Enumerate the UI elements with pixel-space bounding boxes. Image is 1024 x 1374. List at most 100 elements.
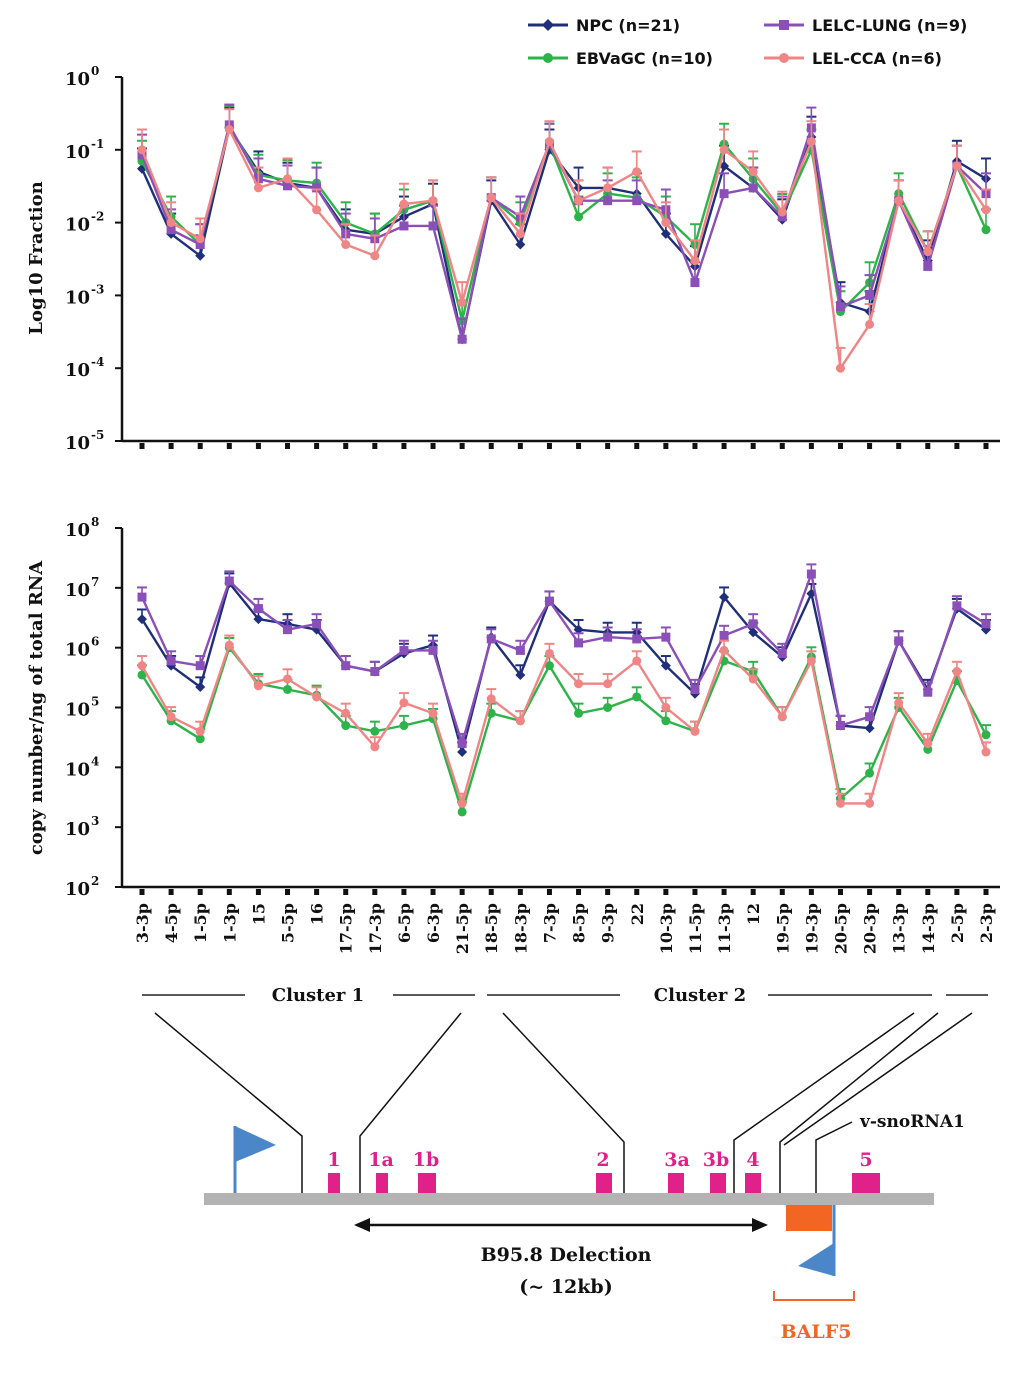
chart2-xtick-5 xyxy=(285,889,291,895)
legend-label-lelc-lung: LELC-LUNG (n=9) xyxy=(812,16,967,35)
chart1-xtick-18 xyxy=(663,443,669,449)
chart2-ytick-exp-2: 6 xyxy=(91,635,99,649)
chart1-point-npc-2 xyxy=(195,250,206,261)
chart2-point-ebvagc-2 xyxy=(195,734,205,744)
chart2-point-lel-cca-6 xyxy=(312,692,322,702)
chart1-xtick-9 xyxy=(401,443,407,449)
chart2-ytick-label-0: 10 xyxy=(65,520,90,541)
legend: NPC (n=21) EBVaGC (n=10) LELC-LUNG (n=9)… xyxy=(528,16,967,68)
chart2-point-lel-cca-7 xyxy=(341,708,351,718)
chart2-line-lelc-lung xyxy=(140,572,987,745)
chart1-point-lel-cca-8 xyxy=(370,251,380,261)
chart2-point-lel-cca-26 xyxy=(894,698,904,708)
chart1-point-lel-cca-11 xyxy=(457,297,467,307)
v-snorna1-label: v-snoRNA1 xyxy=(859,1112,965,1132)
chart1-point-lel-cca-7 xyxy=(341,240,351,250)
chart1-ytick-label-5: 10 xyxy=(65,433,90,454)
chart1-point-lel-cca-24 xyxy=(835,363,845,373)
chart2-point-lel-cca-17 xyxy=(632,656,642,666)
chart2-point-ebvagc-7 xyxy=(341,721,351,731)
chart2-point-lel-cca-18 xyxy=(661,703,671,712)
chart1-xtick-21 xyxy=(750,443,756,449)
category-label-25: 20-3p xyxy=(861,903,880,954)
chart2-point-ebvagc-8 xyxy=(370,726,380,736)
chart1-point-lelc-lung-19 xyxy=(690,278,700,288)
category-label-20: 11-3p xyxy=(715,903,734,954)
balf5-box xyxy=(786,1205,832,1231)
chart2-point-lelc-lung-9 xyxy=(399,645,409,655)
gene-label-1: 1 xyxy=(327,1149,340,1171)
chart1-point-lel-cca-3 xyxy=(224,125,234,135)
category-label-4: 15 xyxy=(249,903,268,925)
chart2-xtick-2 xyxy=(197,889,203,895)
category-label-14: 7-3p xyxy=(540,903,559,943)
gene-label-1b: 1b xyxy=(413,1149,440,1171)
chart2-ytick-exp-3: 5 xyxy=(91,695,99,709)
chart1-point-lelc-lung-2 xyxy=(195,240,205,250)
chart1-point-lelc-lung-22 xyxy=(777,212,787,222)
chart1-point-lel-cca-9 xyxy=(399,199,409,209)
chart2-point-lelc-lung-11 xyxy=(457,739,467,749)
chart2-xtick-20 xyxy=(721,889,727,895)
category-label-28: 2-5p xyxy=(948,903,967,943)
chart1-xtick-19 xyxy=(692,443,698,449)
chart2-point-lelc-lung-21 xyxy=(748,619,758,629)
chart2-ylabel: copy number/ng of total RNA xyxy=(26,560,47,855)
gene-labels: 1 1a 1b 2 3a 3b 4 5 xyxy=(327,1149,872,1171)
chart2-point-lelc-lung-26 xyxy=(894,636,904,646)
chart1-point-lel-cca-2 xyxy=(195,234,205,244)
chart2-xtick-14 xyxy=(546,889,552,895)
cluster-2-label: Cluster 2 xyxy=(654,985,746,1006)
chart1-xtick-11 xyxy=(459,443,465,449)
chart2-point-npc-15 xyxy=(573,624,584,635)
chart2-ytick-exp-6: 2 xyxy=(91,874,99,888)
chart2-point-lelc-lung-16 xyxy=(603,632,613,642)
chart2-ytick-label-5: 10 xyxy=(65,819,90,840)
chart1-series-npc xyxy=(137,106,991,345)
chart2-xtick-24 xyxy=(837,889,843,895)
gene-box-1b xyxy=(418,1173,436,1193)
chart1-point-lel-cca-18 xyxy=(661,218,671,228)
category-label-27: 14-3p xyxy=(919,903,938,954)
chart1-point-lel-cca-15 xyxy=(574,196,584,206)
chart2-xtick-10 xyxy=(430,889,436,895)
chart1-point-lelc-lung-17 xyxy=(632,196,642,206)
chart2-xtick-4 xyxy=(255,889,261,895)
chart2-point-lelc-lung-20 xyxy=(719,630,729,640)
chart2-point-lelc-lung-10 xyxy=(428,645,438,655)
chart2-point-lel-cca-23 xyxy=(806,656,816,666)
chart1-xtick-25 xyxy=(867,443,873,449)
chart2-point-ebvagc-15 xyxy=(574,708,584,718)
chart2-point-ebvagc-25 xyxy=(865,768,875,778)
chart2-xtick-28 xyxy=(954,889,960,895)
deletion-label-line2: (~ 12kb) xyxy=(519,1276,612,1298)
chart2-point-lel-cca-2 xyxy=(195,726,205,736)
category-label-7: 17-5p xyxy=(337,903,356,954)
chart2-point-npc-2 xyxy=(195,682,206,693)
chart2-point-lel-cca-24 xyxy=(835,798,845,808)
chart2-point-lel-cca-29 xyxy=(981,747,991,757)
chart2-point-lelc-lung-2 xyxy=(195,661,205,671)
chart2-point-lel-cca-3 xyxy=(224,640,234,650)
chart2-ytick-label-6: 10 xyxy=(65,879,90,900)
gene-box-5 xyxy=(852,1173,880,1193)
chart1-ylabel: Log10 Fraction xyxy=(26,181,47,334)
chart1-line-lelc-lung xyxy=(140,123,987,341)
chart1-ytick-exp-1: -1 xyxy=(91,137,104,151)
chart1-point-lel-cca-4 xyxy=(253,183,263,193)
category-label-24: 20-5p xyxy=(832,903,851,954)
chart2-series-npc xyxy=(137,572,991,758)
chart1-ytick-label-0: 10 xyxy=(65,69,90,90)
chart2-series-lelc-lung xyxy=(137,563,991,749)
gene-box-1 xyxy=(328,1173,340,1193)
chart1-point-ebvagc-29 xyxy=(981,225,991,235)
chart2-xtick-26 xyxy=(896,889,902,895)
chart2-line-ebvagc xyxy=(140,646,988,814)
chart1-ytick-exp-2: -2 xyxy=(91,210,104,224)
chart2-xtick-19 xyxy=(692,889,698,895)
chart2-point-lelc-lung-14 xyxy=(544,596,554,606)
chart2-point-lel-cca-21 xyxy=(748,674,758,684)
chart1-xtick-17 xyxy=(634,443,640,449)
